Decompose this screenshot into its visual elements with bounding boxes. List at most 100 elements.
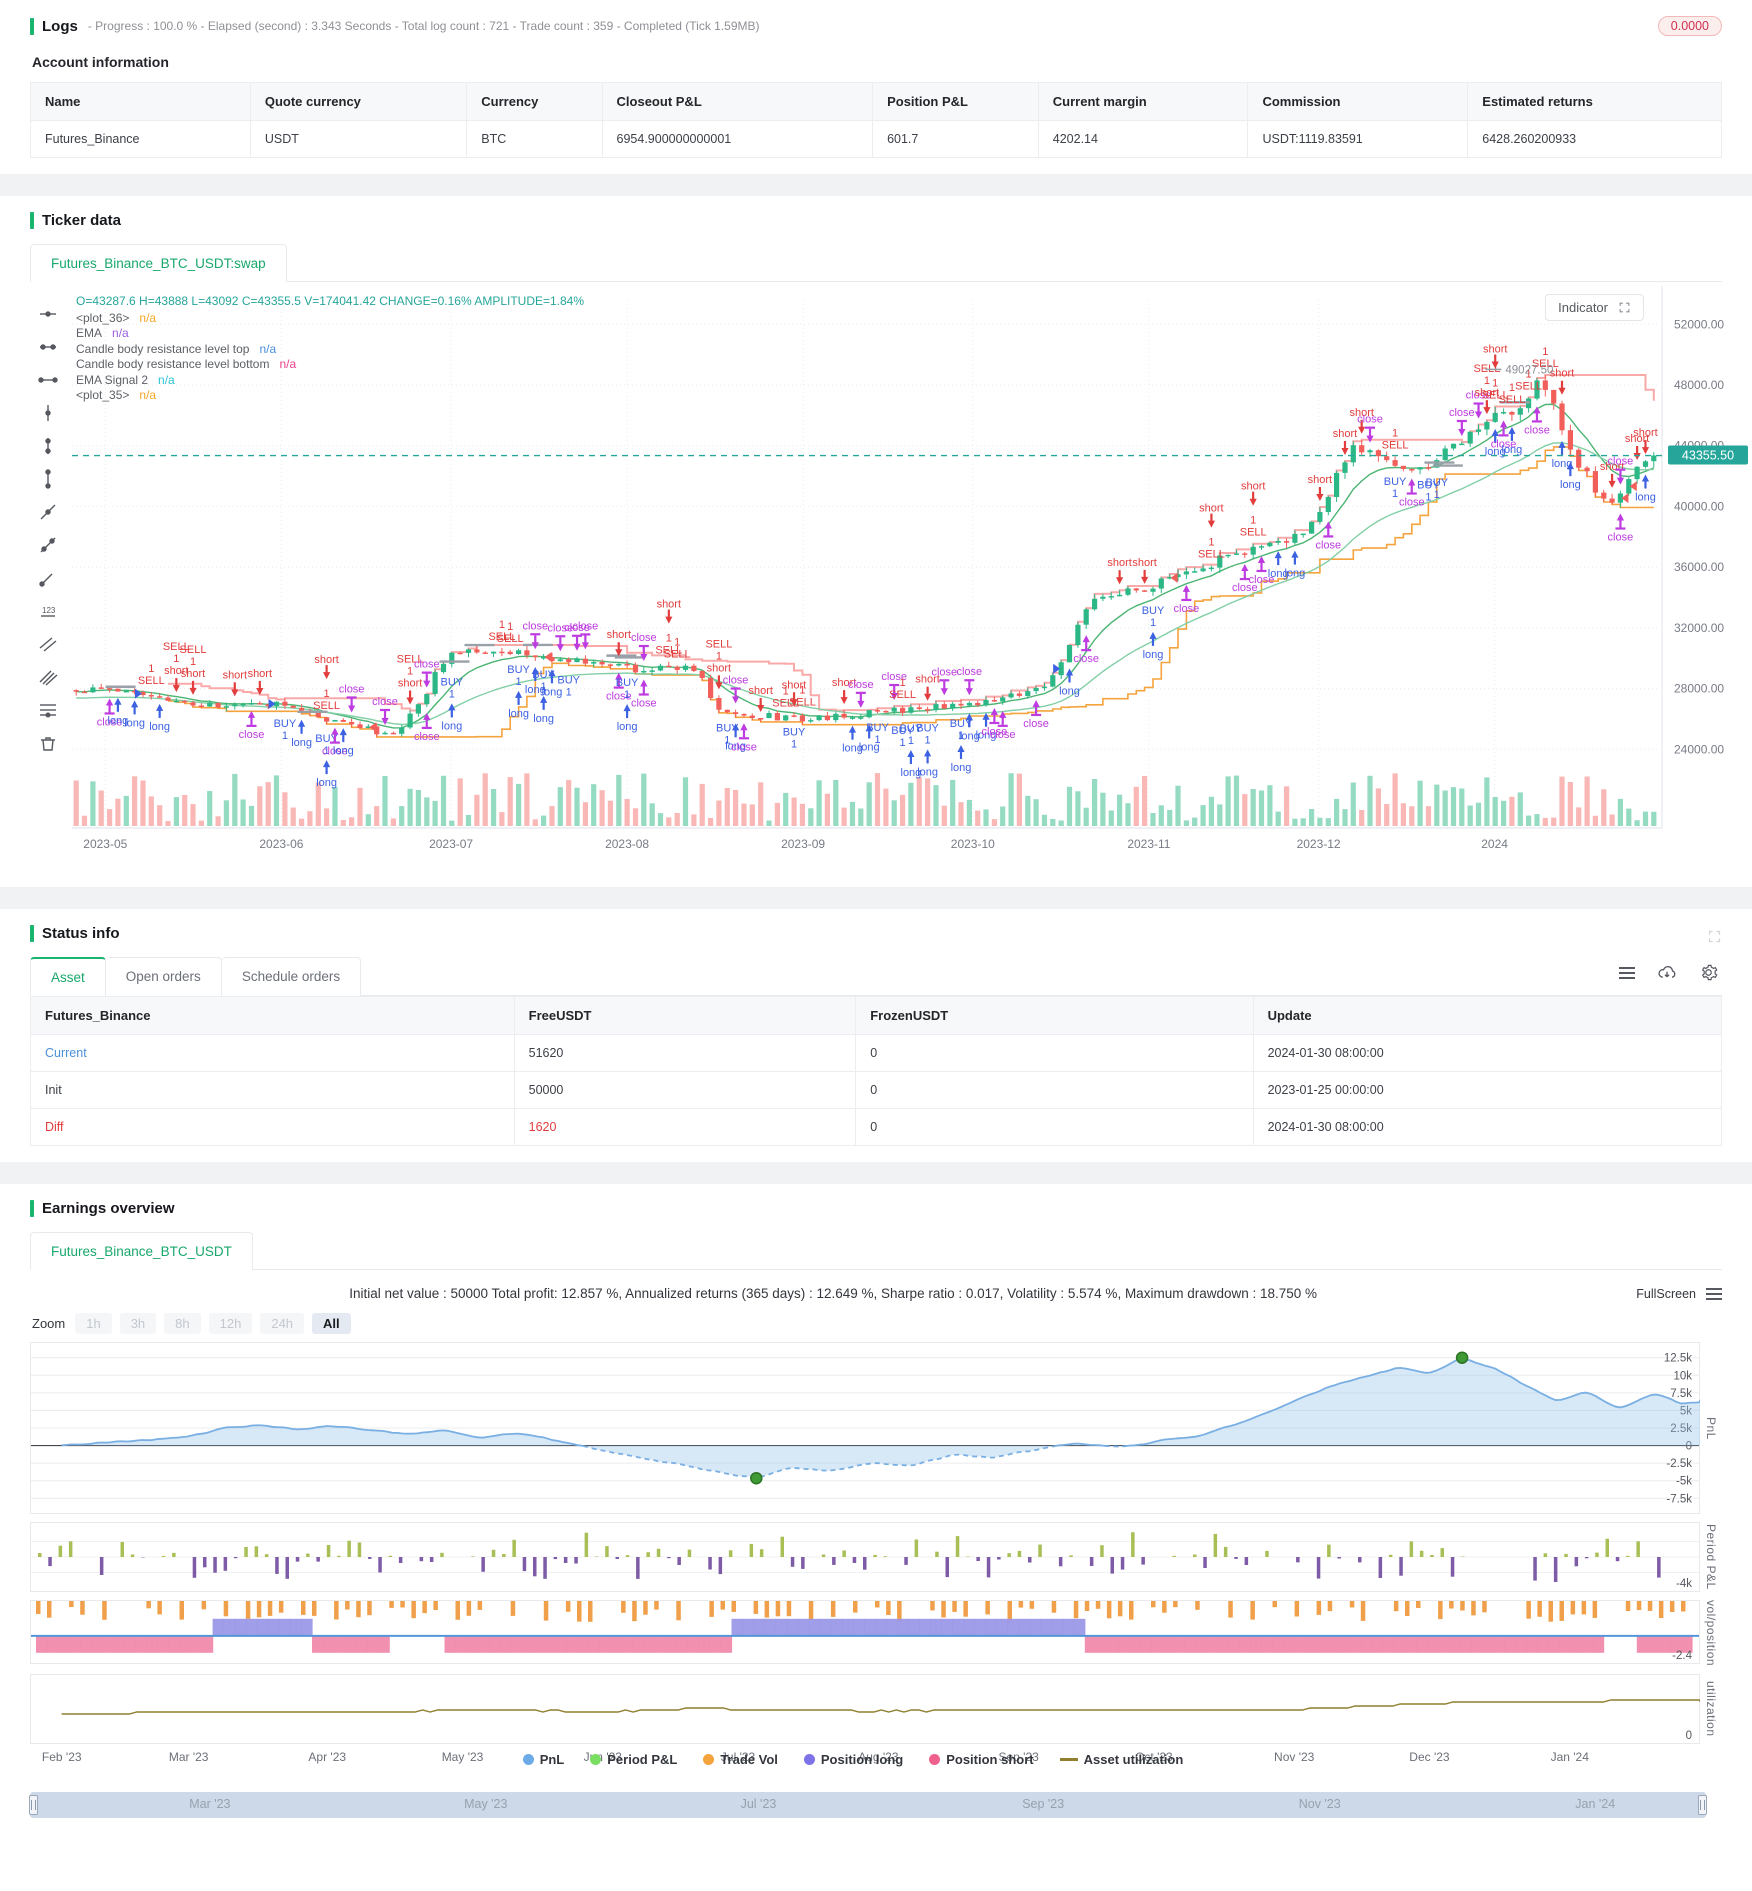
trend-line2-icon[interactable] <box>38 535 58 555</box>
error-count-badge[interactable]: 0.0000 <box>1657 16 1722 36</box>
time-axis-label: Jul '23 <box>720 1750 756 1765</box>
svg-text:long: long <box>525 684 546 696</box>
zoom-3h[interactable]: 3h <box>119 1313 157 1334</box>
svg-text:long: long <box>333 745 354 757</box>
pnl-chart[interactable]: 12.5k 10k 7.5k 5k 2.5k 0 -2.5k -5k -7.5k <box>30 1342 1700 1514</box>
tab-schedule-orders[interactable]: Schedule orders <box>221 957 362 996</box>
legend-item[interactable]: Asset utilization <box>1059 1752 1183 1767</box>
multi-lines-icon[interactable] <box>38 667 58 687</box>
trend-line-icon[interactable] <box>38 502 58 522</box>
fullscreen-button[interactable]: FullScreen <box>1636 1287 1722 1301</box>
zoom-8h[interactable]: 8h <box>164 1313 201 1334</box>
svg-text:1: 1 <box>148 663 154 675</box>
svg-text:long: long <box>917 766 938 778</box>
svg-text:long: long <box>1143 649 1164 661</box>
section-separator <box>0 1162 1752 1184</box>
vertical-dots-icon[interactable] <box>38 436 58 456</box>
svg-text:close: close <box>990 729 1016 741</box>
svg-text:1: 1 <box>407 666 413 678</box>
cell: 1620 <box>513 1108 857 1146</box>
svg-text:123: 123 <box>42 606 56 615</box>
tab-asset[interactable]: Asset <box>30 957 106 996</box>
period-pnl-axis-title: Period P&L <box>1704 1524 1718 1590</box>
svg-text:2023-07: 2023-07 <box>429 837 473 851</box>
svg-text:close: close <box>414 731 440 743</box>
vertical-segment-icon[interactable] <box>38 469 58 489</box>
svg-text:long: long <box>617 721 638 733</box>
indicator-button[interactable]: Indicator <box>1545 294 1644 321</box>
legend-item[interactable]: Position short <box>929 1752 1034 1767</box>
collapse-icon[interactable] <box>1707 929 1722 947</box>
navigator-label: Jan '24 <box>1575 1797 1616 1812</box>
cloud-download-icon[interactable] <box>1657 963 1677 983</box>
svg-text:close: close <box>573 620 599 632</box>
ray-line-icon[interactable] <box>38 568 58 588</box>
section-separator <box>0 174 1752 196</box>
trash-icon[interactable] <box>38 733 58 753</box>
range-navigator[interactable]: Mar '23 May '23 Jul '23 Sep '23 Nov '23 Jan '… <box>29 1792 1707 1819</box>
drawing-toolbar[interactable]: 123 <box>30 286 66 871</box>
svg-text:1: 1 <box>173 653 179 665</box>
horizontal-line-icon[interactable] <box>38 304 58 324</box>
svg-text:long: long <box>149 721 170 733</box>
vol-position-chart[interactable]: -2.4 <box>30 1600 1700 1664</box>
section-accent-bar <box>30 1200 34 1217</box>
horizontal-segment-icon[interactable] <box>38 370 58 390</box>
svg-text:1: 1 <box>1526 368 1532 380</box>
navigator-left-handle[interactable] <box>29 1795 38 1816</box>
legend-item[interactable]: Period P&L <box>590 1752 677 1767</box>
svg-text:long: long <box>1285 568 1306 580</box>
zoom-12h[interactable]: 12h <box>208 1313 253 1334</box>
levels-icon[interactable] <box>38 700 58 720</box>
chart-legend[interactable]: PnL Period P&L Trade Vol Position long Posit… <box>30 1752 1676 1767</box>
svg-text:0: 0 <box>1686 1730 1692 1742</box>
menu-icon[interactable] <box>1619 966 1635 979</box>
svg-text:short: short <box>1550 368 1574 380</box>
svg-text:24000.00: 24000.00 <box>1674 742 1724 756</box>
svg-text:2023-08: 2023-08 <box>605 837 649 851</box>
navigator-right-handle[interactable] <box>1698 1795 1707 1816</box>
column-header: Estimated returns <box>1467 82 1722 121</box>
svg-text:BUY: BUY <box>532 669 555 681</box>
svg-text:1: 1 <box>1484 375 1490 387</box>
svg-text:close: close <box>631 632 657 644</box>
svg-text:close: close <box>931 666 957 678</box>
tab-ticker-symbol[interactable]: Futures_Binance_BTC_USDT:swap <box>30 244 287 282</box>
zoom-24h[interactable]: 24h <box>260 1313 305 1334</box>
svg-text:close: close <box>547 622 573 634</box>
price-label-icon[interactable]: 123 <box>38 601 58 621</box>
tab-open-orders[interactable]: Open orders <box>105 957 222 996</box>
zoom-all[interactable]: All <box>312 1313 351 1334</box>
svg-text:SELL: SELL <box>1515 380 1542 392</box>
svg-text:1: 1 <box>791 738 797 750</box>
svg-text:close: close <box>1399 497 1425 509</box>
utilization-chart[interactable]: 0 <box>30 1674 1700 1745</box>
horizontal-dots-icon[interactable] <box>38 337 58 357</box>
svg-text:1: 1 <box>874 734 880 746</box>
zoom-controls: Zoom 1h 3h 8h 12h 24h All <box>32 1313 1722 1334</box>
legend-item[interactable]: Position long <box>803 1752 903 1767</box>
period-pnl-chart[interactable]: -4k <box>30 1522 1700 1592</box>
vertical-line-icon[interactable] <box>38 403 58 423</box>
svg-text:close: close <box>564 622 590 634</box>
zoom-1h[interactable]: 1h <box>75 1313 112 1334</box>
legend-item[interactable]: Trade Vol <box>703 1752 778 1767</box>
vol-position-axis-title: vol/position <box>1704 1600 1718 1667</box>
parallel-lines-icon[interactable] <box>38 634 58 654</box>
svg-text:BUY: BUY <box>900 723 923 735</box>
tab-earnings-symbol[interactable]: Futures_Binance_BTC_USDT <box>30 1232 253 1270</box>
svg-text:close: close <box>723 675 749 687</box>
svg-text:short: short <box>314 654 338 666</box>
candlestick-chart[interactable]: 52000.0048000.0044000.0040000.0036000.00… <box>66 286 1752 868</box>
cell: 0 <box>855 1034 1254 1072</box>
legend-item[interactable]: PnL <box>522 1752 564 1767</box>
row-label-current[interactable]: Current <box>30 1034 515 1072</box>
account-table: Name Quote currency Currency Closeout P&… <box>30 82 1722 158</box>
gear-icon[interactable] <box>1699 963 1718 982</box>
svg-text:long: long <box>291 737 312 749</box>
chart-menu-icon[interactable] <box>1706 1287 1722 1300</box>
svg-text:short: short <box>782 679 806 691</box>
cell: 50000 <box>513 1071 857 1109</box>
time-axis-label: Aug '23 <box>858 1750 899 1765</box>
pnl-axis-title: PnL <box>1704 1416 1718 1440</box>
